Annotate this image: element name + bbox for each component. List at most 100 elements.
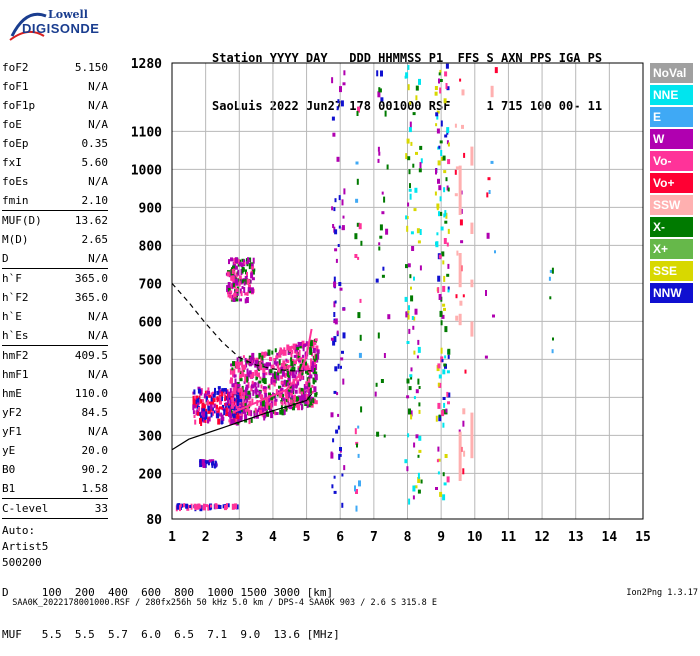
echo-point [179,505,181,512]
echo-point [486,192,489,198]
echo-point [286,370,289,377]
echo-point [463,450,466,457]
echo-point [246,398,249,403]
echo-point [232,504,235,509]
echo-point [273,371,276,378]
echo-point [354,233,358,240]
echo-point [302,397,306,403]
param-name: hmE [2,387,22,400]
echo-point [548,276,551,281]
echo-point [420,158,423,164]
echo-point [334,248,338,252]
echo-point [254,388,258,394]
echo-point [237,269,240,276]
echo-point [333,301,336,308]
echo-point [386,164,389,170]
echo-point [314,364,317,371]
echo-point [410,375,413,380]
param-value: 110.0 [74,387,108,400]
legend-item-sse: SSE [650,261,693,281]
echo-point [262,372,266,378]
echo-point [251,372,255,378]
echo-point [379,224,383,231]
echo-point [202,463,206,468]
echo-point [245,384,249,390]
param-row-h-e: h`E N/A [2,307,108,326]
echo-point [341,502,344,508]
echo-point [244,298,247,304]
echo-point [406,225,409,232]
echo-point [307,396,311,403]
echo-point [236,399,240,403]
echo-point [308,389,311,394]
echo-point [440,226,444,231]
echo-point [240,291,243,297]
echo-point [410,295,414,302]
param-value: 20.0 [81,444,109,457]
param-value: 0.35 [81,137,109,150]
echo-point [411,246,415,251]
echo-point [300,388,304,395]
echo-point [244,395,247,401]
echo-point [444,355,447,359]
echo-point [283,410,286,415]
echo-point [240,389,243,395]
echo-point [414,308,418,315]
echo-point [246,405,249,412]
echo-point [263,415,266,421]
x-tick-label: 13 [568,530,584,545]
echo-point [415,434,419,439]
echo-point [437,363,441,369]
echo-point [285,394,289,399]
x-tick-label: 11 [501,530,517,545]
echo-point [273,358,276,361]
echo-point [332,132,336,137]
echo-point [360,406,363,413]
echo-point [275,355,279,359]
echo-point [357,106,360,113]
echo-point [296,353,299,360]
echo-point [462,408,466,415]
echo-point [446,476,450,483]
echo-point [234,384,237,389]
param-name: foEs [2,175,29,188]
echo-point [443,238,447,244]
echo-point [382,266,385,271]
echo-point [214,387,216,393]
echo-point [312,398,316,402]
ssw-echo-bar [458,165,462,215]
echo-point [237,368,241,373]
echo-point [355,489,358,494]
echo-point [235,288,239,293]
param-value: 84.5 [81,406,109,419]
echo-point [263,388,267,395]
param-name: foEp [2,137,29,150]
echo-point [270,394,274,401]
echo-point [444,326,448,333]
echo-point [251,266,255,270]
echo-point [446,86,450,91]
echo-point [438,185,442,191]
echo-point [488,190,491,194]
echo-point [301,391,303,395]
echo-point [374,391,377,397]
echo-point [234,290,237,294]
echo-point [242,401,246,407]
echo-point [235,361,239,365]
echo-point [410,367,413,372]
echo-point [247,257,249,263]
echo-point [301,359,304,364]
echo-point [441,251,445,257]
echo-point [487,177,491,181]
echo-point [303,343,307,347]
y-tick-label: 1100 [131,125,162,140]
echo-point [231,383,235,388]
echo-point [217,386,221,390]
echo-point [337,99,340,104]
echo-point [183,503,186,507]
echo-point [234,389,237,395]
echo-point [494,67,498,74]
echo-point [438,414,441,418]
echo-point [252,257,255,264]
echo-point [437,178,440,184]
